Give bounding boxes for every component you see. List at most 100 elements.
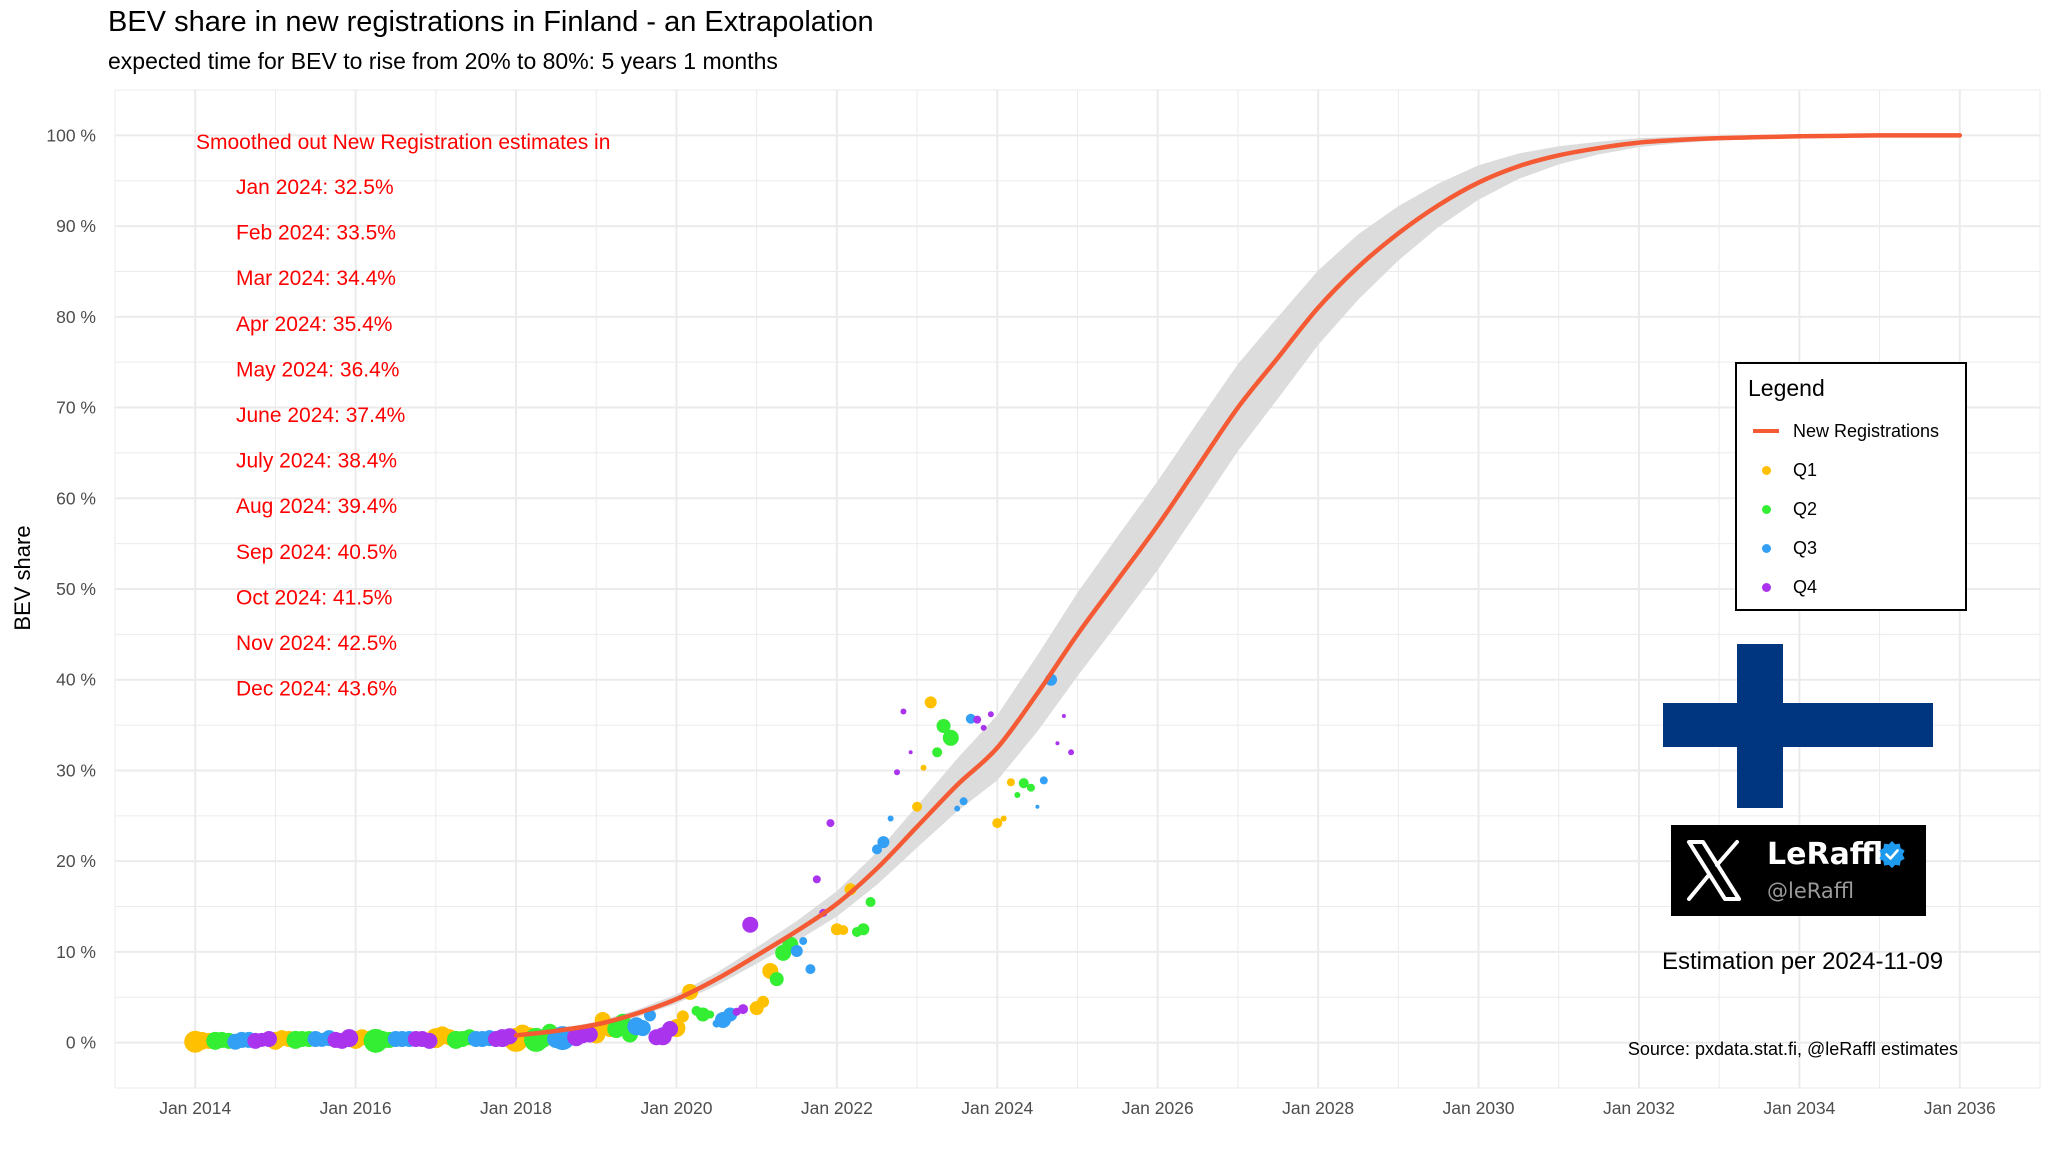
legend-title: Legend — [1748, 375, 1825, 401]
legend-item-new-registrations: New Registrations — [1751, 416, 1939, 446]
data-point-q2 — [1018, 778, 1029, 789]
data-point-q4 — [1061, 714, 1066, 719]
data-point-q4 — [742, 916, 759, 933]
data-point-q2 — [769, 972, 784, 987]
x-axis-ticks: Jan 2014 Jan 2016 Jan 2018 Jan 2020 Jan 2022… — [159, 1098, 1996, 1118]
data-point-q2 — [706, 1010, 715, 1019]
data-point-q1 — [1000, 815, 1007, 822]
data-point-q3 — [634, 1020, 651, 1037]
legend-key — [1751, 533, 1781, 563]
fit-line — [513, 133, 1963, 1038]
legend-item-q1: Q1 — [1751, 455, 1817, 485]
data-point-q4 — [973, 715, 982, 724]
data-point-q4 — [662, 1021, 679, 1038]
flag-vertical-bar — [1737, 644, 1783, 808]
y-axis-ticks: 0 % 10 % 20 % 30 % 40 % 50 % 60 % 70 % 80 % 90 % 1… — [46, 125, 96, 1052]
data-point-q2 — [932, 747, 943, 758]
data-point-q3 — [1035, 804, 1040, 809]
data-point-q1 — [992, 818, 1003, 829]
legend-key — [1751, 494, 1781, 524]
data-point-q2 — [857, 923, 870, 936]
legend-label: Q2 — [1793, 498, 1818, 519]
chart-title: BEV share in new registrations in Finlan… — [108, 6, 874, 38]
legend-label: New Registrations — [1793, 420, 1940, 441]
data-point-q1 — [924, 696, 937, 709]
data-point-q1 — [1006, 778, 1015, 787]
badge-name: LeRaffl — [1767, 837, 1884, 872]
data-point-q4 — [501, 1028, 518, 1045]
legend-dot-swatch — [1762, 466, 1771, 475]
y-tick-label: 80 % — [56, 307, 96, 327]
data-points — [184, 673, 1075, 1053]
annotation-line: Mar 2024: 34.4% — [236, 267, 396, 290]
legend-label: Q3 — [1793, 537, 1818, 558]
y-tick-label: 30 % — [56, 760, 96, 780]
x-tick-label: Jan 2014 — [159, 1098, 231, 1118]
legend-key — [1751, 416, 1781, 446]
x-tick-label: Jan 2032 — [1603, 1098, 1675, 1118]
x-tick-label: Jan 2020 — [640, 1098, 712, 1118]
data-point-q2 — [936, 718, 951, 733]
y-tick-label: 70 % — [56, 398, 96, 418]
y-tick-label: 40 % — [56, 670, 96, 690]
x-tick-label: Jan 2028 — [1282, 1098, 1354, 1118]
source-note: Source: pxdata.stat.fi, @leRaffl estimat… — [1627, 1039, 1958, 1059]
data-point-q4 — [908, 750, 913, 755]
legend-dot-swatch — [1762, 583, 1771, 592]
x-logo-icon — [1687, 840, 1741, 901]
data-point-q3 — [790, 945, 803, 958]
data-point-q3 — [959, 797, 968, 806]
x-tick-label: Jan 2026 — [1122, 1098, 1194, 1118]
legend-label: Q1 — [1793, 459, 1818, 480]
badge-handle: @leRaffl — [1767, 879, 1855, 903]
estimation-note: Estimation per 2024-11-09 — [1662, 948, 1944, 975]
data-point-q2 — [1014, 791, 1021, 798]
annotation-line: Apr 2024: 35.4% — [236, 313, 392, 336]
data-point-q4 — [900, 708, 907, 715]
data-point-q4 — [340, 1029, 359, 1048]
finland-flag — [1663, 644, 1933, 808]
data-point-q4 — [261, 1031, 277, 1048]
annotation-line: Oct 2024: 41.5% — [236, 586, 392, 609]
y-tick-label: 0 % — [66, 1033, 96, 1053]
chart-subtitle: expected time for BEV to rise from 20% t… — [108, 48, 778, 74]
legend-line-swatch — [1753, 429, 1779, 433]
y-tick-label: 10 % — [56, 942, 96, 962]
data-point-q3 — [1039, 776, 1048, 785]
y-tick-label: 50 % — [56, 579, 96, 599]
legend-item-q4: Q4 — [1751, 572, 1817, 602]
data-point-q3 — [871, 844, 882, 855]
fit-line-new-registrations — [513, 133, 1963, 1038]
annotation-line: Aug 2024: 39.4% — [236, 495, 397, 518]
annotation-line: Jan 2024: 32.5% — [236, 176, 394, 199]
x-tick-label: Jan 2022 — [801, 1098, 873, 1118]
legend-label: Q4 — [1793, 576, 1818, 597]
data-point-q3 — [877, 836, 890, 849]
y-tick-label: 60 % — [56, 488, 96, 508]
data-point-q3 — [805, 964, 816, 975]
verified-check-icon — [1879, 841, 1905, 868]
x-tick-label: Jan 2024 — [961, 1098, 1033, 1118]
annotation-line: Dec 2024: 43.6% — [236, 678, 397, 701]
x-tick-label: Jan 2030 — [1443, 1098, 1515, 1118]
x-tick-label: Jan 2016 — [320, 1098, 392, 1118]
annotation-line: July 2024: 38.4% — [236, 450, 397, 473]
data-point-q4 — [980, 724, 987, 731]
x-tick-label: Jan 2036 — [1924, 1098, 1996, 1118]
annotation-line: Feb 2024: 33.5% — [236, 222, 396, 245]
flag-horizontal-bar — [1663, 703, 1933, 747]
data-point-q2 — [865, 897, 876, 908]
x-profile-badge: LeRaffl @leRaffl — [1671, 825, 1926, 916]
legend-item-q2: Q2 — [1751, 494, 1817, 524]
data-point-q3 — [887, 815, 894, 822]
legend-dot-swatch — [1762, 505, 1771, 514]
annotations: Smoothed out New Registration estimates … — [196, 131, 610, 701]
data-point-q1 — [676, 1010, 689, 1023]
legend: Legend New Registrations Q1 Q2 Q3 Q4 — [1735, 362, 1967, 611]
annotation-header: Smoothed out New Registration estimates … — [196, 131, 610, 154]
x-tick-label: Jan 2034 — [1763, 1098, 1835, 1118]
annotation-line: May 2024: 36.4% — [236, 358, 399, 381]
data-point-q4 — [826, 819, 835, 828]
data-point-q4 — [894, 769, 901, 776]
y-tick-label: 90 % — [56, 216, 96, 236]
